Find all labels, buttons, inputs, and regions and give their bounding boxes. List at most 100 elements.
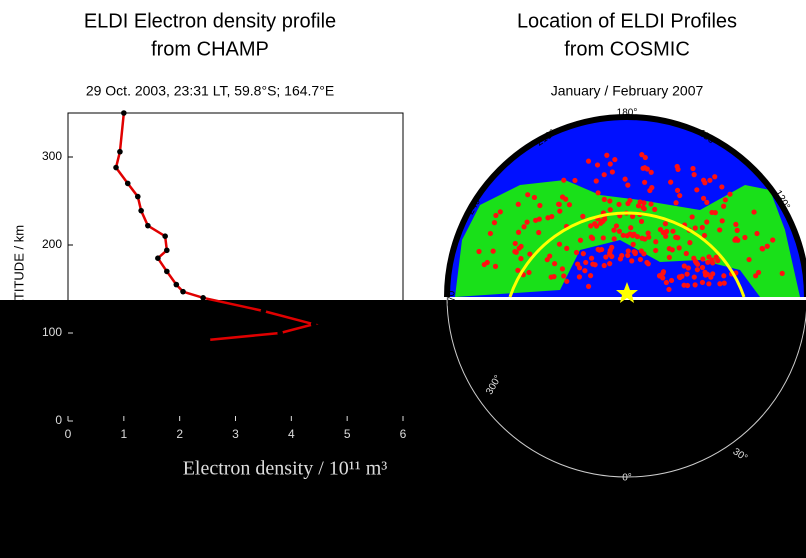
dot [561,273,567,279]
dot [559,266,566,272]
dot [476,248,482,255]
dot [644,259,650,266]
dot [536,229,542,236]
dot [611,236,617,242]
dot [690,165,696,172]
dot [607,247,613,254]
dot [556,241,563,247]
dot [675,166,681,172]
dot [594,162,601,168]
dot [704,199,710,205]
dot [699,224,705,231]
dot [676,245,682,251]
polar-map [444,114,806,478]
dot [663,233,669,239]
chart-subtitle: 29 Oct. 2003, 23:31 LT, 59.8°S; 164.7°E [86,83,334,99]
dot [497,209,503,215]
dot [576,274,583,280]
profile-line [114,112,319,342]
dot [518,255,524,262]
dot [587,273,594,279]
dot [518,243,524,250]
dot [631,231,637,237]
lon-label: 0° [622,473,632,484]
dot [585,158,592,164]
dot [515,229,522,235]
dot [742,234,748,241]
dot [551,274,557,280]
dot [493,212,499,219]
dot [683,250,689,257]
dot [588,223,594,229]
profile-point [138,207,144,214]
profile-point [113,164,119,171]
dot [490,248,496,254]
dot [613,223,620,229]
dot [677,274,683,281]
dot [512,240,518,247]
dot [706,254,712,260]
dot [705,259,711,265]
dot [648,169,654,175]
dot [699,279,706,286]
dot [751,209,757,215]
dot [561,177,567,183]
dot [707,177,713,183]
dot [649,184,655,191]
map-rim [444,114,806,298]
dot [732,237,738,243]
dot [670,228,676,234]
dot [622,176,628,182]
dot [512,249,518,255]
map-rim-lower [446,296,806,478]
dot [564,245,570,251]
dot [652,206,658,212]
dot [616,201,622,207]
profile-point [204,337,211,343]
dot [691,274,697,280]
dot [759,246,766,252]
dot [625,182,631,188]
dot [580,251,586,257]
dot [481,261,487,268]
profile-point [173,281,180,288]
map-title: from COSMIC [564,38,690,60]
dot [692,225,698,231]
dot [604,152,610,158]
dot [593,178,599,184]
dot [692,282,698,288]
x-tick-label: 1 [120,427,127,441]
land [455,180,800,297]
dot [691,172,697,178]
x-tick-label: 5 [344,427,351,441]
profile-point [180,288,186,295]
dot [598,220,604,226]
profile-point [155,255,161,261]
dot [612,156,618,163]
dot [702,272,709,278]
dot [666,254,672,261]
dot [580,213,586,219]
dot [674,187,681,193]
dot [556,201,562,207]
dot [648,201,654,207]
dot [708,274,714,280]
dot [635,203,642,209]
x-tick-label: 6 [400,427,407,441]
profile-point [124,180,131,187]
y-tick-label: 200 [42,237,62,251]
dot [629,213,636,219]
dot [669,247,675,253]
dot [662,221,669,227]
dot [607,207,613,213]
dot [700,195,707,201]
profile-point [164,268,170,275]
dot [625,248,631,254]
dot [630,241,636,247]
dot [746,256,752,263]
dot [704,219,710,225]
dot [754,230,760,237]
dot [645,230,651,236]
dot [585,283,592,289]
